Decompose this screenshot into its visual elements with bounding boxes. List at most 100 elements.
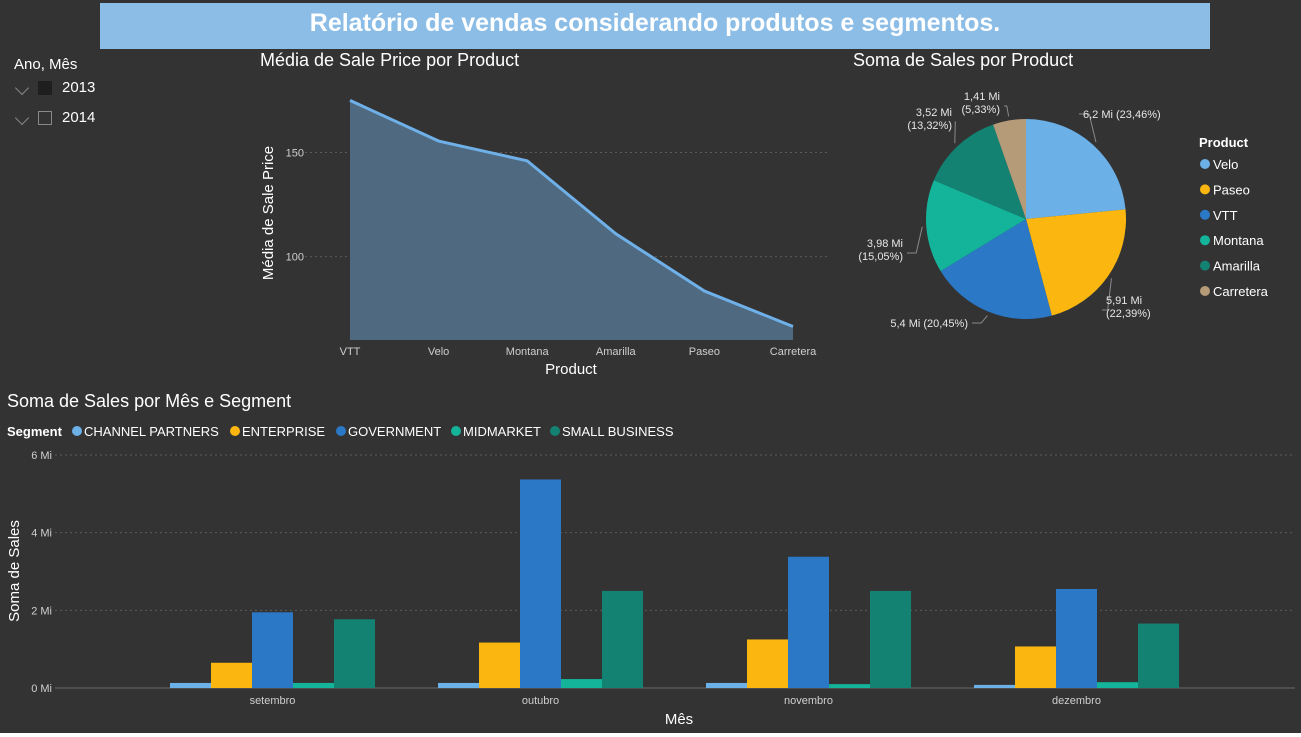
bar-setembro-government: [252, 612, 293, 688]
pie-data-label: (22,39%): [1106, 308, 1151, 320]
legend-label: Montana: [1213, 233, 1264, 248]
pie-data-label: 1,41 Mi: [964, 91, 1000, 103]
bar-setembro-midmarket: [293, 682, 334, 688]
x-tick-label: outubro: [522, 695, 559, 707]
pie-data-label: (5,33%): [961, 104, 1000, 116]
x-tick-label: Velo: [428, 346, 449, 358]
legend-label: Amarilla: [1213, 259, 1261, 274]
sales-pie-chart: 6,2 Mi (23,46%) 5,91 Mi(22,39%) 5,4 Mi (20…: [858, 91, 1269, 330]
bar-outubro-enterprise: [479, 642, 520, 688]
pie-slice-velo: [1026, 119, 1126, 219]
sale-price-area-chart: 100 150 VTT Velo Montana Amarilla Paseo Carrete…: [260, 99, 830, 378]
slicer-item-2013[interactable]: 2013: [14, 79, 134, 109]
x-tick-label: VTT: [340, 346, 361, 358]
report-title: Relatório de vendas considerando produto…: [100, 3, 1210, 49]
bar-setembro-small-business: [334, 619, 375, 688]
legend-label: Carretera: [1213, 284, 1269, 299]
segment-legend: Segment CHANNEL PARTNERS ENTERPRISE GOVERNM…: [7, 424, 674, 439]
y-tick-label: 0 Mi: [31, 683, 52, 695]
legend-marker: [1200, 209, 1210, 220]
pie-data-label: 5,4 Mi (20,45%): [890, 318, 968, 330]
legend-marker: [1200, 235, 1210, 246]
bar-dezembro-channel-partners: [974, 684, 1015, 688]
slicer-item-label: 2013: [62, 79, 96, 96]
legend-label: MIDMARKET: [463, 424, 541, 439]
pie-slice-montana: [926, 180, 1026, 272]
x-tick-label: Montana: [506, 346, 550, 358]
year-month-slicer: Ano, Mês 2013 2014: [14, 56, 134, 139]
area-fill: [350, 100, 793, 341]
pie-data-label: 3,52 Mi: [916, 107, 952, 119]
y-tick-label: 4 Mi: [31, 528, 52, 540]
x-axis-title: Product: [545, 361, 598, 378]
pie-chart-title: Soma de Sales por Product: [853, 50, 1074, 70]
bar-outubro-small-business: [602, 590, 643, 688]
pie-leader-line: [1079, 113, 1097, 143]
bar-setembro-channel-partners: [170, 682, 211, 688]
bar-outubro-government: [520, 479, 561, 688]
bar-outubro-channel-partners: [438, 682, 479, 688]
area-chart-title: Média de Sale Price por Product: [260, 50, 520, 70]
pie-leader-line: [1004, 105, 1010, 117]
pie-leader-line: [954, 121, 956, 144]
legend-marker: [1200, 260, 1210, 271]
y-tick-label: 100: [286, 252, 304, 264]
y-axis-title: Média de Sale Price: [260, 146, 277, 280]
x-tick-label: dezembro: [1052, 695, 1101, 707]
bar-dezembro-government: [1056, 588, 1097, 688]
chevron-down-icon[interactable]: [14, 110, 30, 126]
pie-data-label: (13,32%): [907, 120, 952, 132]
slicer-checkbox[interactable]: [38, 111, 52, 125]
legend-marker: [1200, 184, 1210, 195]
slicer-item-2014[interactable]: 2014: [14, 109, 134, 139]
legend-label: ENTERPRISE: [242, 424, 325, 439]
slicer-item-label: 2014: [62, 109, 96, 126]
pie-slice-paseo: [1026, 209, 1126, 316]
legend-label: VTT: [1213, 208, 1238, 223]
bar-novembro-midmarket: [829, 684, 870, 688]
pie-legend: Product Velo Paseo VTT Montana Amarilla Carret…: [1199, 135, 1269, 299]
bar-novembro-enterprise: [747, 639, 788, 688]
pie-leader-line: [972, 315, 988, 324]
bar-outubro-midmarket: [561, 679, 602, 688]
bar-chart-title: Soma de Sales por Mês e Segment: [7, 391, 292, 411]
slicer-checkbox[interactable]: [38, 81, 52, 95]
legend-marker: [1200, 159, 1210, 169]
legend-label: Paseo: [1213, 182, 1250, 197]
pie-leader-line: [907, 226, 923, 254]
slicer-title: Ano, Mês: [14, 56, 78, 73]
pie-data-label: 3,98 Mi: [867, 238, 903, 250]
legend-title: Segment: [7, 424, 63, 439]
y-tick-label: 2 Mi: [31, 605, 52, 617]
legend-label: Velo: [1213, 157, 1238, 172]
pie-data-label: (15,05%): [858, 251, 903, 263]
area-line: [349, 99, 794, 328]
legend-marker: [336, 426, 346, 436]
bar-novembro-channel-partners: [706, 682, 747, 688]
pie-slice-carretera: [993, 119, 1026, 219]
legend-label: CHANNEL PARTNERS: [84, 424, 219, 439]
bar-setembro-enterprise: [211, 662, 252, 688]
sales-by-month-bar-chart: Segment CHANNEL PARTNERS ENTERPRISE GOVERNM…: [6, 424, 1295, 728]
x-axis-title: Mês: [665, 711, 693, 728]
x-tick-label: Carretera: [770, 346, 817, 358]
legend-marker: [72, 426, 82, 436]
legend-marker: [230, 426, 240, 436]
x-tick-label: setembro: [250, 695, 296, 707]
chevron-down-icon[interactable]: [14, 80, 30, 96]
y-tick-label: 150: [286, 148, 304, 160]
bar-dezembro-enterprise: [1015, 646, 1056, 688]
pie-data-label: 6,2 Mi (23,46%): [1083, 109, 1161, 121]
pie-leader-line: [1102, 278, 1112, 311]
bar-dezembro-small-business: [1138, 623, 1179, 688]
pie-slice-vtt: [940, 219, 1052, 319]
legend-marker: [451, 426, 461, 436]
legend-label: GOVERNMENT: [348, 424, 441, 439]
legend-title: Product: [1199, 135, 1249, 150]
bar-novembro-government: [788, 556, 829, 688]
x-tick-label: Amarilla: [596, 346, 637, 358]
y-tick-label: 6 Mi: [31, 450, 52, 462]
pie-data-label: 5,91 Mi: [1106, 295, 1142, 307]
